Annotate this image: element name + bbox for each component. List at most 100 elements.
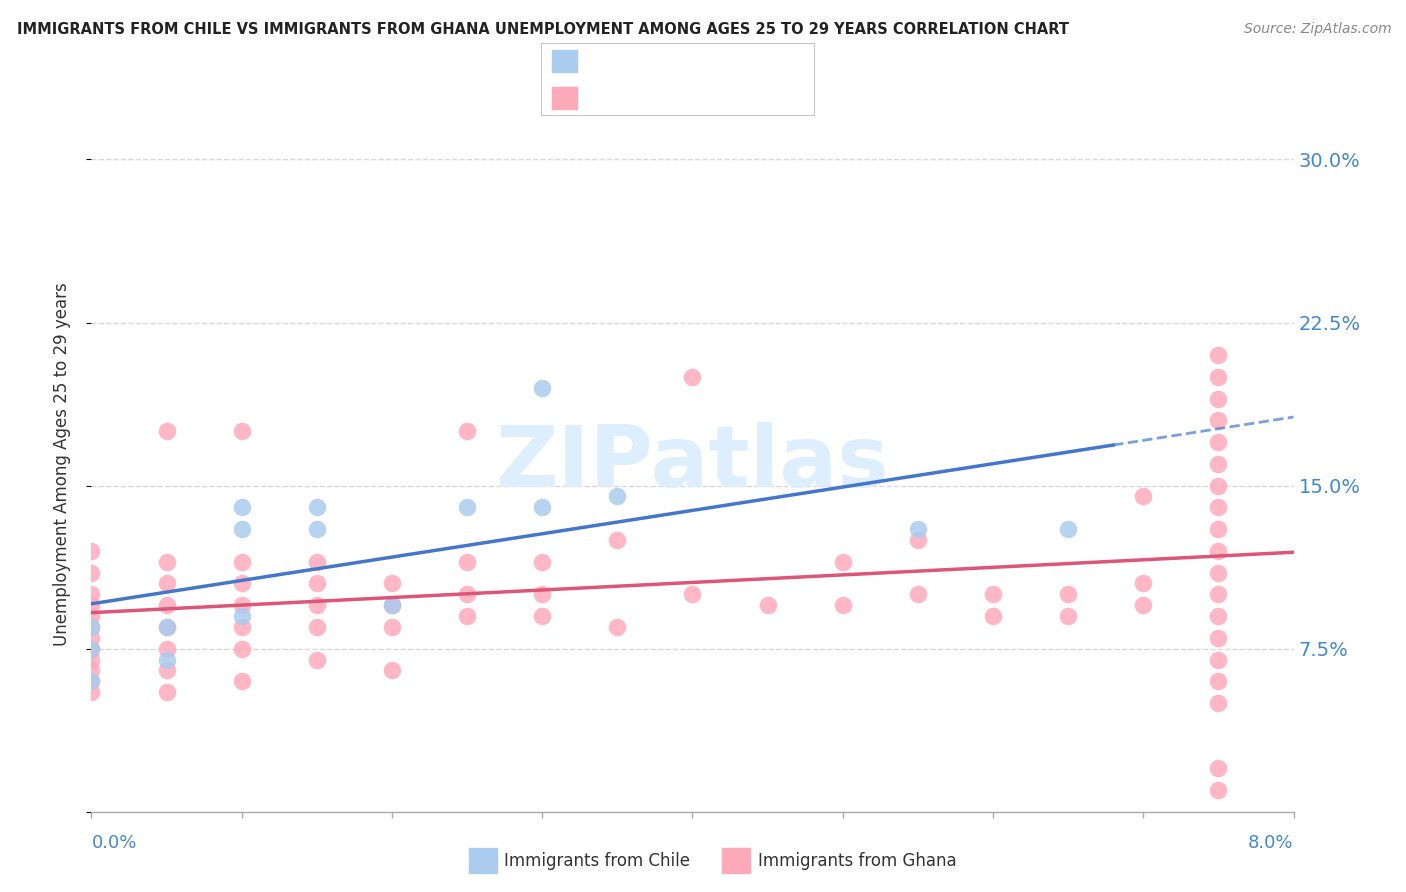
Point	[531, 609, 554, 624]
Point	[381, 576, 404, 591]
Point	[1208, 435, 1230, 450]
Point	[80, 631, 103, 645]
Text: 0.0%: 0.0%	[91, 834, 136, 852]
Point	[231, 500, 253, 515]
Point	[456, 500, 478, 515]
Point	[155, 424, 177, 438]
Text: 8.0%: 8.0%	[1249, 834, 1294, 852]
Point	[305, 652, 328, 666]
Point	[80, 641, 103, 656]
Text: ZIPatlas: ZIPatlas	[495, 422, 890, 506]
Point	[531, 587, 554, 601]
Point	[1208, 652, 1230, 666]
Point	[305, 620, 328, 634]
Text: 0.265: 0.265	[624, 52, 681, 70]
FancyBboxPatch shape	[541, 43, 815, 116]
Point	[907, 522, 929, 536]
Point	[80, 641, 103, 656]
Point	[756, 598, 779, 612]
Point	[1208, 348, 1230, 362]
Point	[231, 620, 253, 634]
Point	[1208, 500, 1230, 515]
Point	[681, 369, 703, 384]
Bar	[553, 87, 576, 109]
Text: IMMIGRANTS FROM CHILE VS IMMIGRANTS FROM GHANA UNEMPLOYMENT AMONG AGES 25 TO 29 : IMMIGRANTS FROM CHILE VS IMMIGRANTS FROM…	[17, 22, 1069, 37]
Point	[1057, 587, 1080, 601]
Text: R =: R =	[585, 52, 624, 70]
Point	[1132, 490, 1154, 504]
Point	[155, 652, 177, 666]
Point	[1208, 522, 1230, 536]
Point	[80, 566, 103, 580]
Point	[831, 598, 853, 612]
Point	[907, 533, 929, 547]
Point	[531, 381, 554, 395]
Point	[606, 490, 628, 504]
Point	[456, 555, 478, 569]
Point	[1208, 369, 1230, 384]
Point	[981, 587, 1004, 601]
Point	[1057, 609, 1080, 624]
Point	[305, 576, 328, 591]
Point	[606, 620, 628, 634]
Point	[1208, 696, 1230, 710]
Point	[456, 609, 478, 624]
Point	[80, 609, 103, 624]
Point	[1208, 761, 1230, 775]
Point	[231, 576, 253, 591]
Point	[155, 620, 177, 634]
Text: Immigrants from Chile: Immigrants from Chile	[505, 852, 690, 870]
Point	[305, 555, 328, 569]
Point	[1208, 478, 1230, 492]
Bar	[470, 848, 496, 873]
Text: Source: ZipAtlas.com: Source: ZipAtlas.com	[1244, 22, 1392, 37]
Point	[155, 555, 177, 569]
Point	[155, 664, 177, 678]
Point	[155, 620, 177, 634]
Point	[831, 555, 853, 569]
Point	[1208, 631, 1230, 645]
Point	[531, 555, 554, 569]
Point	[231, 641, 253, 656]
Point	[231, 674, 253, 689]
Point	[1132, 576, 1154, 591]
Point	[681, 587, 703, 601]
Text: Immigrants from Ghana: Immigrants from Ghana	[758, 852, 956, 870]
Point	[231, 424, 253, 438]
Point	[80, 620, 103, 634]
Point	[381, 664, 404, 678]
Point	[305, 500, 328, 515]
Point	[381, 598, 404, 612]
Text: N =: N =	[692, 88, 733, 107]
Point	[80, 685, 103, 699]
Point	[231, 555, 253, 569]
Point	[80, 674, 103, 689]
Point	[231, 522, 253, 536]
Point	[1132, 598, 1154, 612]
Point	[305, 598, 328, 612]
Point	[1208, 544, 1230, 558]
Point	[155, 598, 177, 612]
Point	[231, 598, 253, 612]
Bar	[553, 50, 576, 72]
Point	[231, 609, 253, 624]
Point	[155, 641, 177, 656]
Point	[1208, 674, 1230, 689]
Point	[80, 664, 103, 678]
Point	[456, 424, 478, 438]
Point	[1208, 413, 1230, 427]
Point	[1208, 587, 1230, 601]
Point	[80, 674, 103, 689]
Point	[1208, 609, 1230, 624]
Text: R =: R =	[585, 88, 624, 107]
Point	[606, 533, 628, 547]
Point	[381, 598, 404, 612]
Point	[155, 576, 177, 591]
Point	[907, 587, 929, 601]
Point	[531, 500, 554, 515]
Point	[1208, 783, 1230, 797]
Text: 17: 17	[731, 52, 755, 70]
Point	[1208, 566, 1230, 580]
Point	[381, 620, 404, 634]
Text: N =: N =	[692, 52, 733, 70]
